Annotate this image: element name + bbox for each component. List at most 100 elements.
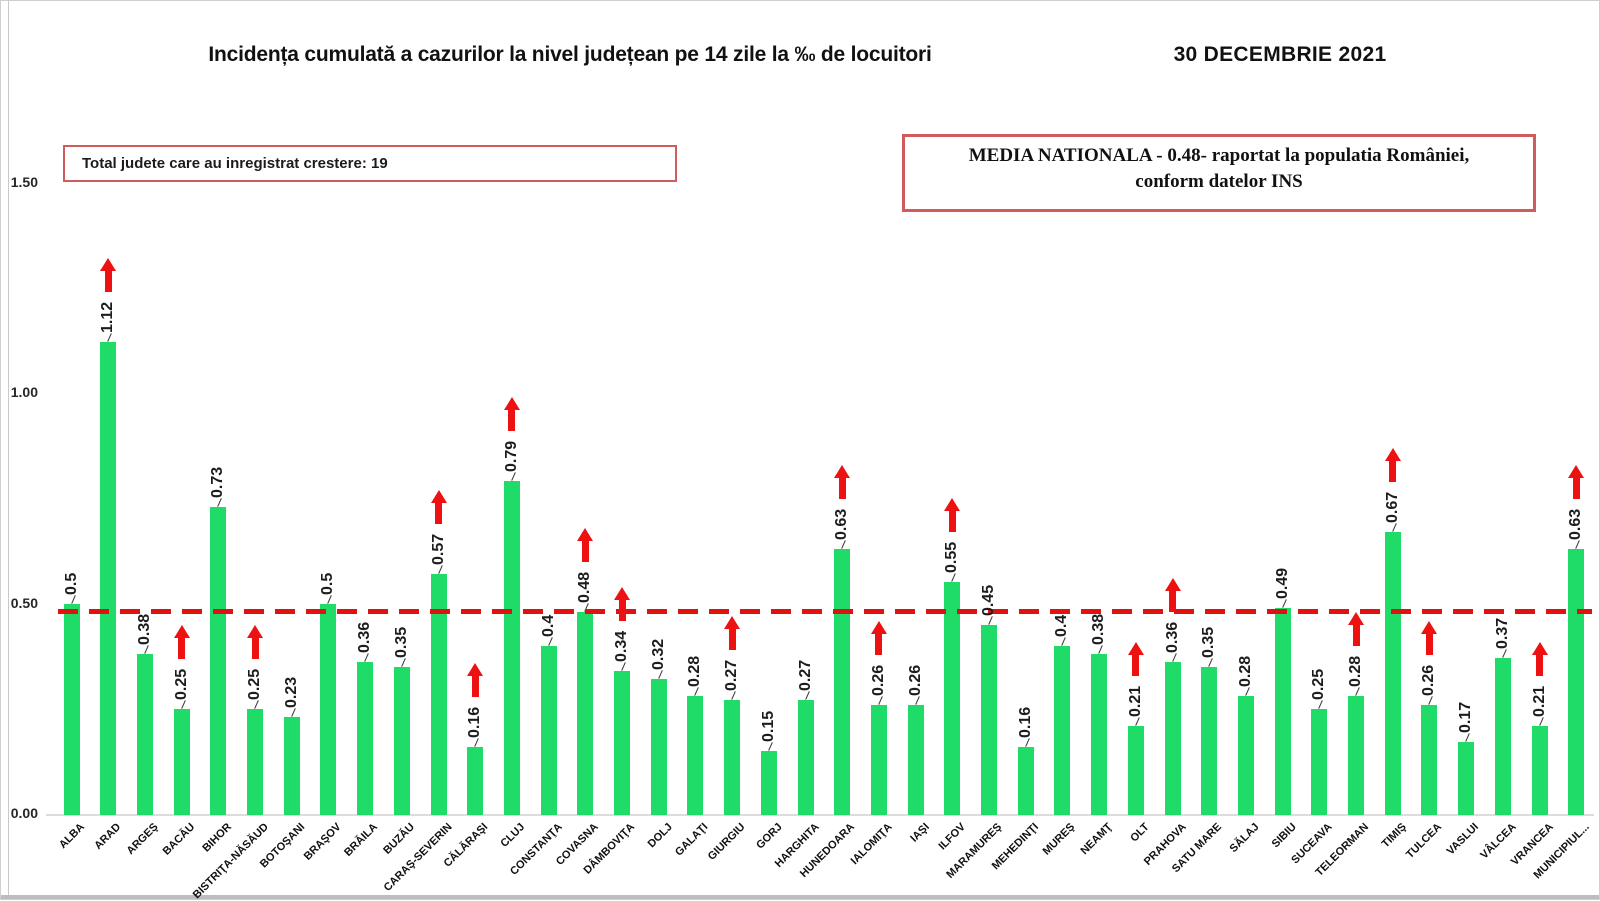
bar-value-label: 0.26 — [906, 664, 924, 696]
arrow-shaft — [838, 477, 846, 499]
bar-value-label: 0.28 — [1236, 655, 1254, 688]
chart-bar — [1311, 708, 1328, 815]
value-leader-line — [1208, 657, 1213, 667]
bar-value-label: 0.5 — [62, 572, 80, 595]
bar-value-label: 0.57 — [429, 533, 447, 566]
bar-value-label: 0.32 — [649, 639, 667, 671]
county-label: CARAŞ-SEVERIN — [381, 821, 455, 894]
bar-value-label: 0.67 — [1383, 491, 1401, 523]
increase-arrow-icon — [503, 397, 520, 432]
increase-arrow-icon — [247, 624, 263, 659]
chart-bar — [357, 662, 374, 815]
county-label: DOLJ — [645, 821, 675, 851]
x-axis-baseline — [46, 814, 1594, 816]
bar-value-label: 0.63 — [1567, 508, 1585, 540]
value-leader-line — [1538, 716, 1544, 726]
county-label: MUREŞ — [1041, 821, 1078, 858]
national-average-line2: conform datelor INS — [1135, 171, 1303, 192]
arrow-shaft — [1169, 591, 1176, 613]
arrow-head — [724, 616, 741, 630]
bar-value-label: 0.79 — [502, 441, 520, 473]
arrow-shaft — [618, 599, 626, 621]
chart-bar — [724, 700, 741, 815]
arrow-head — [503, 397, 520, 411]
bar-value-label: 1.12 — [99, 302, 117, 334]
arrow-shaft — [728, 629, 736, 651]
arrow-shaft — [1572, 477, 1580, 499]
value-leader-line — [1575, 539, 1580, 549]
bar-value-label: 0.28 — [1347, 655, 1364, 688]
increase-arrow-icon — [430, 490, 447, 525]
value-leader-line — [731, 691, 736, 701]
y-axis-tick-label: 1.00 — [10, 384, 38, 400]
county-label: VASLUI — [1444, 821, 1482, 858]
y-axis-tick-label: 0.50 — [10, 594, 38, 611]
bar-value-label: 0.38 — [1090, 613, 1108, 646]
arrow-head — [870, 620, 887, 634]
value-leader-line — [217, 497, 223, 507]
bar-value-label: 0.35 — [392, 626, 410, 658]
national-average-line1: MEDIA NATIONALA - 0.48- raportat la popu… — [968, 145, 1470, 166]
value-leader-line — [1024, 737, 1030, 747]
chart-bar — [247, 708, 263, 815]
bar-value-label: 0.25 — [172, 668, 190, 700]
bar-value-label: 0.36 — [1163, 622, 1181, 654]
value-leader-line — [511, 472, 516, 482]
value-leader-line — [841, 539, 846, 549]
national-average-box: MEDIA NATIONALA - 0.48- raportat la popu… — [902, 134, 1536, 212]
county-label: ILFOV — [936, 821, 969, 853]
arrow-shaft — [104, 271, 112, 293]
increase-arrow-icon — [100, 258, 117, 293]
chart-bar — [393, 666, 410, 815]
national-average-dashed-line — [58, 609, 1592, 614]
chart-bar — [944, 582, 961, 815]
chart-bar — [760, 750, 777, 815]
value-leader-line — [951, 573, 957, 583]
value-leader-line — [107, 333, 112, 343]
value-leader-line — [694, 687, 700, 696]
county-label: GIURGIU — [705, 821, 748, 863]
arrow-shaft — [1352, 625, 1360, 647]
bar-value-label: 0.26 — [869, 664, 887, 696]
bar-value-label: 0.48 — [576, 571, 594, 603]
county-label: ALBA — [56, 821, 87, 852]
chart-bar — [650, 679, 667, 815]
bar-value-label: 0.4 — [1053, 614, 1071, 637]
value-leader-line — [1355, 687, 1360, 696]
county-label: GALAŢI — [673, 821, 711, 859]
chart-bar — [173, 708, 190, 815]
chart-bar — [283, 717, 300, 815]
chart-bar — [467, 746, 484, 815]
value-leader-line — [878, 695, 883, 705]
increase-arrow-icon — [870, 620, 887, 655]
growth-total-text: Total judete care au inregistrat crester… — [82, 155, 388, 172]
chart-bar — [981, 624, 997, 815]
bar-value-label: 0.35 — [1200, 626, 1218, 658]
county-label: IAŞI — [907, 821, 932, 845]
county-label: BRĂILA — [342, 821, 381, 859]
value-leader-line — [1281, 598, 1287, 608]
chart-bar — [1164, 662, 1181, 815]
county-label: BIHOR — [200, 821, 235, 855]
chart-bar — [687, 696, 704, 815]
value-leader-line — [988, 615, 993, 625]
bar-value-label: 0.73 — [209, 466, 227, 498]
chart-bar — [1421, 704, 1438, 815]
increase-arrow-icon — [1127, 641, 1144, 676]
bar-value-label: 0.27 — [723, 660, 741, 692]
bar-value-label: 0.37 — [1493, 618, 1511, 650]
left-frame-line — [8, 0, 9, 895]
chart-bar — [614, 670, 630, 815]
value-leader-line — [1465, 733, 1470, 743]
arrow-shaft — [251, 637, 259, 659]
value-leader-line — [437, 565, 443, 574]
arrow-head — [1384, 447, 1401, 461]
county-label: ARGEŞ — [124, 821, 161, 858]
chart-date: 30 DECEMBRIE 2021 — [1173, 43, 1387, 66]
value-leader-line — [474, 737, 479, 747]
arrow-head — [614, 586, 630, 600]
chart-bar — [907, 704, 924, 815]
bar-value-label: 0.27 — [796, 660, 814, 692]
chart-bar — [1127, 725, 1144, 815]
increase-arrow-icon — [577, 527, 594, 562]
